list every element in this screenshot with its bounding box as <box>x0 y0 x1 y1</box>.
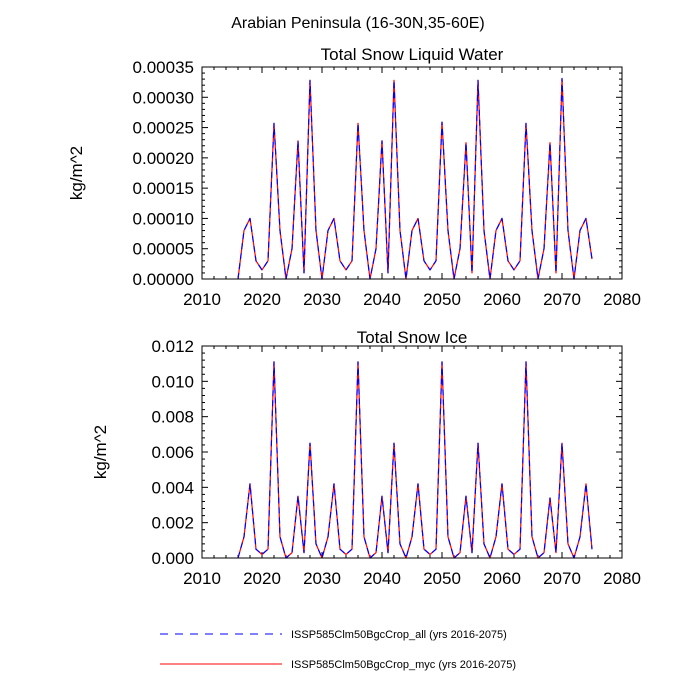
x-tick-label: 2010 <box>183 290 221 309</box>
x-tick-label: 2020 <box>243 290 281 309</box>
x-tick-label: 2050 <box>423 569 461 588</box>
chart-legend: ISSP585Clm50BgcCrop_all (yrs 2016-2075) I… <box>160 629 516 671</box>
x-tick-label: 2010 <box>183 569 221 588</box>
legend-label-2: ISSP585Clm50BgcCrop_myc (yrs 2016-2075) <box>291 659 516 671</box>
plot-frame <box>201 345 623 559</box>
y-tick-label: 0.006 <box>151 443 194 462</box>
chart-panel-2: Total Snow Ice kg/m^2 2010 2020 2030 2040 2050… <box>91 328 641 588</box>
series-line-myc <box>237 77 593 280</box>
legend-label-1: ISSP585Clm50BgcCrop_all (yrs 2016-2075) <box>291 629 507 641</box>
x-tick-label: 2080 <box>603 569 641 588</box>
x-tick-label: 2020 <box>243 569 281 588</box>
y-tick-label: 0.002 <box>151 514 194 533</box>
x-tick-label: 2070 <box>543 569 581 588</box>
y-axis-label: kg/m^2 <box>67 146 86 200</box>
x-tick-label: 2050 <box>423 290 461 309</box>
plot-frame <box>201 66 623 280</box>
series-line-all <box>237 361 593 559</box>
chart-title: Total Snow Liquid Water <box>321 45 504 64</box>
y-tick-label: 0.000 <box>151 549 194 568</box>
y-tick-label: 0.00010 <box>133 209 194 228</box>
x-tick-label: 2060 <box>483 569 521 588</box>
chart-panels: Total Snow Liquid Water kg/m^2 2010 2020 203… <box>67 45 641 588</box>
y-tick-label: 0.00015 <box>133 179 194 198</box>
y-axis-label: kg/m^2 <box>91 425 110 479</box>
x-tick-label: 2040 <box>363 569 401 588</box>
y-tick-label: 0.00020 <box>133 149 194 168</box>
figure-suptitle: Arabian Peninsula (16-30N,35-60E) <box>231 15 484 32</box>
y-tick-label: 0.012 <box>151 337 194 356</box>
x-tick-label: 2070 <box>543 290 581 309</box>
chart-title: Total Snow Ice <box>357 328 468 347</box>
x-tick-label: 2030 <box>303 290 341 309</box>
y-tick-label: 0.00035 <box>133 58 194 77</box>
y-tick-label: 0.00030 <box>133 88 194 107</box>
x-tick-label: 2060 <box>483 290 521 309</box>
x-tick-label: 2030 <box>303 569 341 588</box>
y-tick-label: 0.004 <box>151 478 194 497</box>
y-tick-label: 0.00025 <box>133 119 194 138</box>
y-tick-label: 0.00005 <box>133 240 194 259</box>
series-line-myc <box>237 361 593 559</box>
series-line-all <box>237 77 593 280</box>
x-tick-label: 2080 <box>603 290 641 309</box>
chart-panel-1: Total Snow Liquid Water kg/m^2 2010 2020 203… <box>67 45 641 309</box>
y-tick-label: 0.00000 <box>133 270 194 289</box>
y-tick-label: 0.010 <box>151 372 194 391</box>
y-tick-label: 0.008 <box>151 408 194 427</box>
x-tick-label: 2040 <box>363 290 401 309</box>
